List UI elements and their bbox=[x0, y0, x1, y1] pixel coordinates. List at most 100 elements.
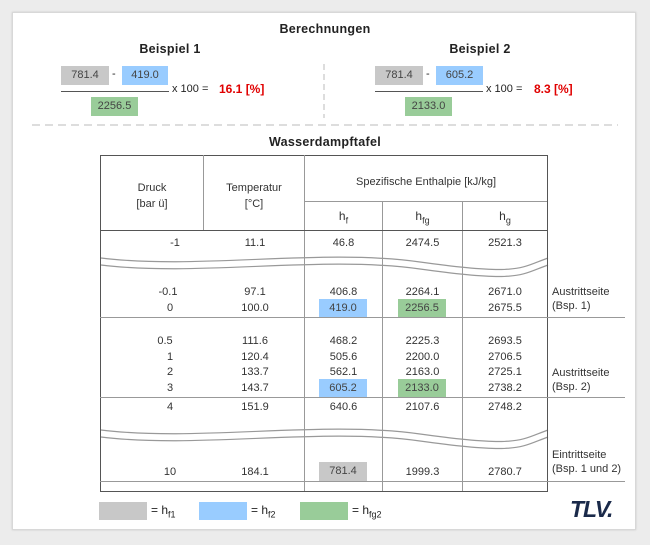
table-border-right bbox=[547, 155, 548, 491]
cell-t: 133.7 bbox=[241, 366, 269, 378]
table-title: Wasserdampftafel bbox=[268, 135, 381, 149]
row-line-1 bbox=[100, 317, 625, 318]
hf-main: h bbox=[338, 209, 346, 223]
cell-hfg: 2474.5 bbox=[405, 237, 440, 249]
cell-t: 151.9 bbox=[241, 401, 269, 413]
hfg-main: h bbox=[415, 209, 423, 223]
ex1-value-a: 781.4 bbox=[61, 66, 109, 85]
col-divider-3 bbox=[382, 201, 383, 491]
hg-main: h bbox=[499, 209, 506, 223]
cell-p: -1 bbox=[170, 237, 180, 249]
cell-hfg-highlight: 2256.5 bbox=[398, 299, 446, 317]
header-sub-line bbox=[304, 201, 547, 202]
legend-label-hf1: = hf1 bbox=[151, 503, 176, 519]
side-label-line: Austrittseite bbox=[552, 367, 610, 379]
side-label-outlet-ex1: Austrittseite (Bsp. 1) bbox=[552, 285, 609, 313]
hf-sub: f bbox=[345, 215, 349, 226]
cell-p: 3 bbox=[166, 382, 174, 394]
row-line-3 bbox=[100, 481, 625, 482]
cell-hf: 640.6 bbox=[329, 401, 358, 413]
cell-hf-highlight-f1-gray: 781.4 bbox=[319, 462, 367, 481]
cell-hg: 2521.3 bbox=[488, 237, 522, 249]
cell-hf-highlight-f1: 419.0 bbox=[319, 299, 367, 317]
legend-swatch-blue bbox=[199, 502, 247, 520]
side-label-line: (Bsp. 1) bbox=[552, 300, 591, 312]
header-pressure: Druck bbox=[137, 182, 167, 194]
ex1-fraction-line bbox=[61, 91, 169, 92]
cell-t: 100.0 bbox=[241, 302, 269, 314]
cell-p: 1 bbox=[166, 351, 174, 363]
cell-hfg: 2107.6 bbox=[405, 401, 440, 413]
col-divider-2 bbox=[304, 155, 305, 491]
ex2-value-b: 605.2 bbox=[436, 66, 483, 85]
example2-title: Beispiel 2 bbox=[449, 42, 511, 56]
cell-t: 11.1 bbox=[244, 237, 266, 249]
header-temperature-unit: [°C] bbox=[244, 198, 264, 210]
ex1-denominator: 2256.5 bbox=[91, 97, 138, 116]
cell-t: 184.1 bbox=[241, 466, 269, 478]
side-label-line: Austrittseite bbox=[552, 286, 610, 298]
legend-eq: = h bbox=[251, 503, 269, 517]
legend-sub: f2 bbox=[268, 509, 276, 520]
header-hfg: hfg bbox=[383, 209, 462, 225]
cell-hg: 2725.1 bbox=[488, 366, 522, 378]
legend-label-hf2: = hf2 bbox=[251, 503, 276, 519]
cell-p: -0.1 bbox=[158, 286, 178, 298]
cell-hf: 46.8 bbox=[332, 237, 355, 249]
legend-label-hfg2: = hfg2 bbox=[352, 503, 382, 519]
cell-p: 0.5 bbox=[157, 335, 173, 347]
example1-title: Beispiel 1 bbox=[139, 42, 201, 56]
legend-sub: f1 bbox=[168, 509, 176, 520]
legend-swatch-green bbox=[300, 502, 348, 520]
section-title: Berechnungen bbox=[279, 22, 371, 36]
cell-hf: 406.8 bbox=[329, 286, 358, 298]
ex2-minus: - bbox=[426, 68, 430, 80]
ex2-fraction-line bbox=[375, 91, 483, 92]
legend-eq: = h bbox=[352, 503, 370, 517]
cell-t: 120.4 bbox=[241, 351, 269, 363]
cell-hg: 2748.2 bbox=[488, 401, 522, 413]
cell-hfg: 2264.1 bbox=[405, 286, 440, 298]
table-border-left bbox=[100, 155, 101, 491]
tlv-logo: TLV. bbox=[570, 496, 613, 522]
cell-hg: 2693.5 bbox=[488, 335, 522, 347]
header-hf: hf bbox=[305, 209, 382, 225]
cell-p: 0 bbox=[166, 302, 174, 314]
cell-hfg-highlight-fg2: 2133.0 bbox=[398, 379, 446, 397]
cell-hfg: 1999.3 bbox=[405, 466, 440, 478]
cell-hf-highlight-f2: 605.2 bbox=[319, 379, 367, 397]
ex2-denominator: 2133.0 bbox=[405, 97, 452, 116]
side-label-inlet: Eintrittseite (Bsp. 1 und 2) bbox=[552, 448, 621, 476]
cell-p: 4 bbox=[166, 401, 174, 413]
ex1-minus: - bbox=[112, 68, 116, 80]
cell-hfg: 2225.3 bbox=[405, 335, 440, 347]
col-divider-4 bbox=[462, 201, 463, 491]
header-pressure-unit: [bar ü] bbox=[136, 198, 168, 210]
cell-hg: 2706.5 bbox=[488, 351, 522, 363]
legend-sub: fg2 bbox=[369, 509, 382, 520]
side-label-line: Eintrittseite bbox=[552, 449, 607, 461]
side-label-line: (Bsp. 2) bbox=[552, 381, 591, 393]
cell-hf: 505.6 bbox=[329, 351, 358, 363]
header-temperature: Temperatur bbox=[226, 182, 282, 194]
cell-p: 10 bbox=[163, 466, 177, 478]
cell-t: 143.7 bbox=[241, 382, 269, 394]
cell-t: 111.6 bbox=[242, 335, 268, 347]
legend-eq: = h bbox=[151, 503, 169, 517]
ex2-value-a: 781.4 bbox=[375, 66, 423, 85]
header-hg: hg bbox=[463, 209, 547, 225]
cell-hg: 2738.2 bbox=[488, 382, 522, 394]
cell-hf: 562.1 bbox=[329, 366, 358, 378]
cell-hg: 2675.5 bbox=[488, 302, 522, 314]
cell-hfg: 2163.0 bbox=[405, 366, 440, 378]
header-bottom-line bbox=[100, 230, 548, 231]
row-line-2 bbox=[100, 397, 625, 398]
side-label-line: (Bsp. 1 und 2) bbox=[552, 463, 622, 475]
cell-p: 2 bbox=[166, 366, 174, 378]
ex1-value-b: 419.0 bbox=[122, 66, 168, 85]
table-border-bottom bbox=[100, 491, 548, 492]
ex2-multiply: x 100 = bbox=[486, 83, 523, 95]
hg-sub: g bbox=[505, 215, 511, 226]
header-enthalpy: Spezifische Enthalpie [kJ/kg] bbox=[355, 176, 497, 188]
